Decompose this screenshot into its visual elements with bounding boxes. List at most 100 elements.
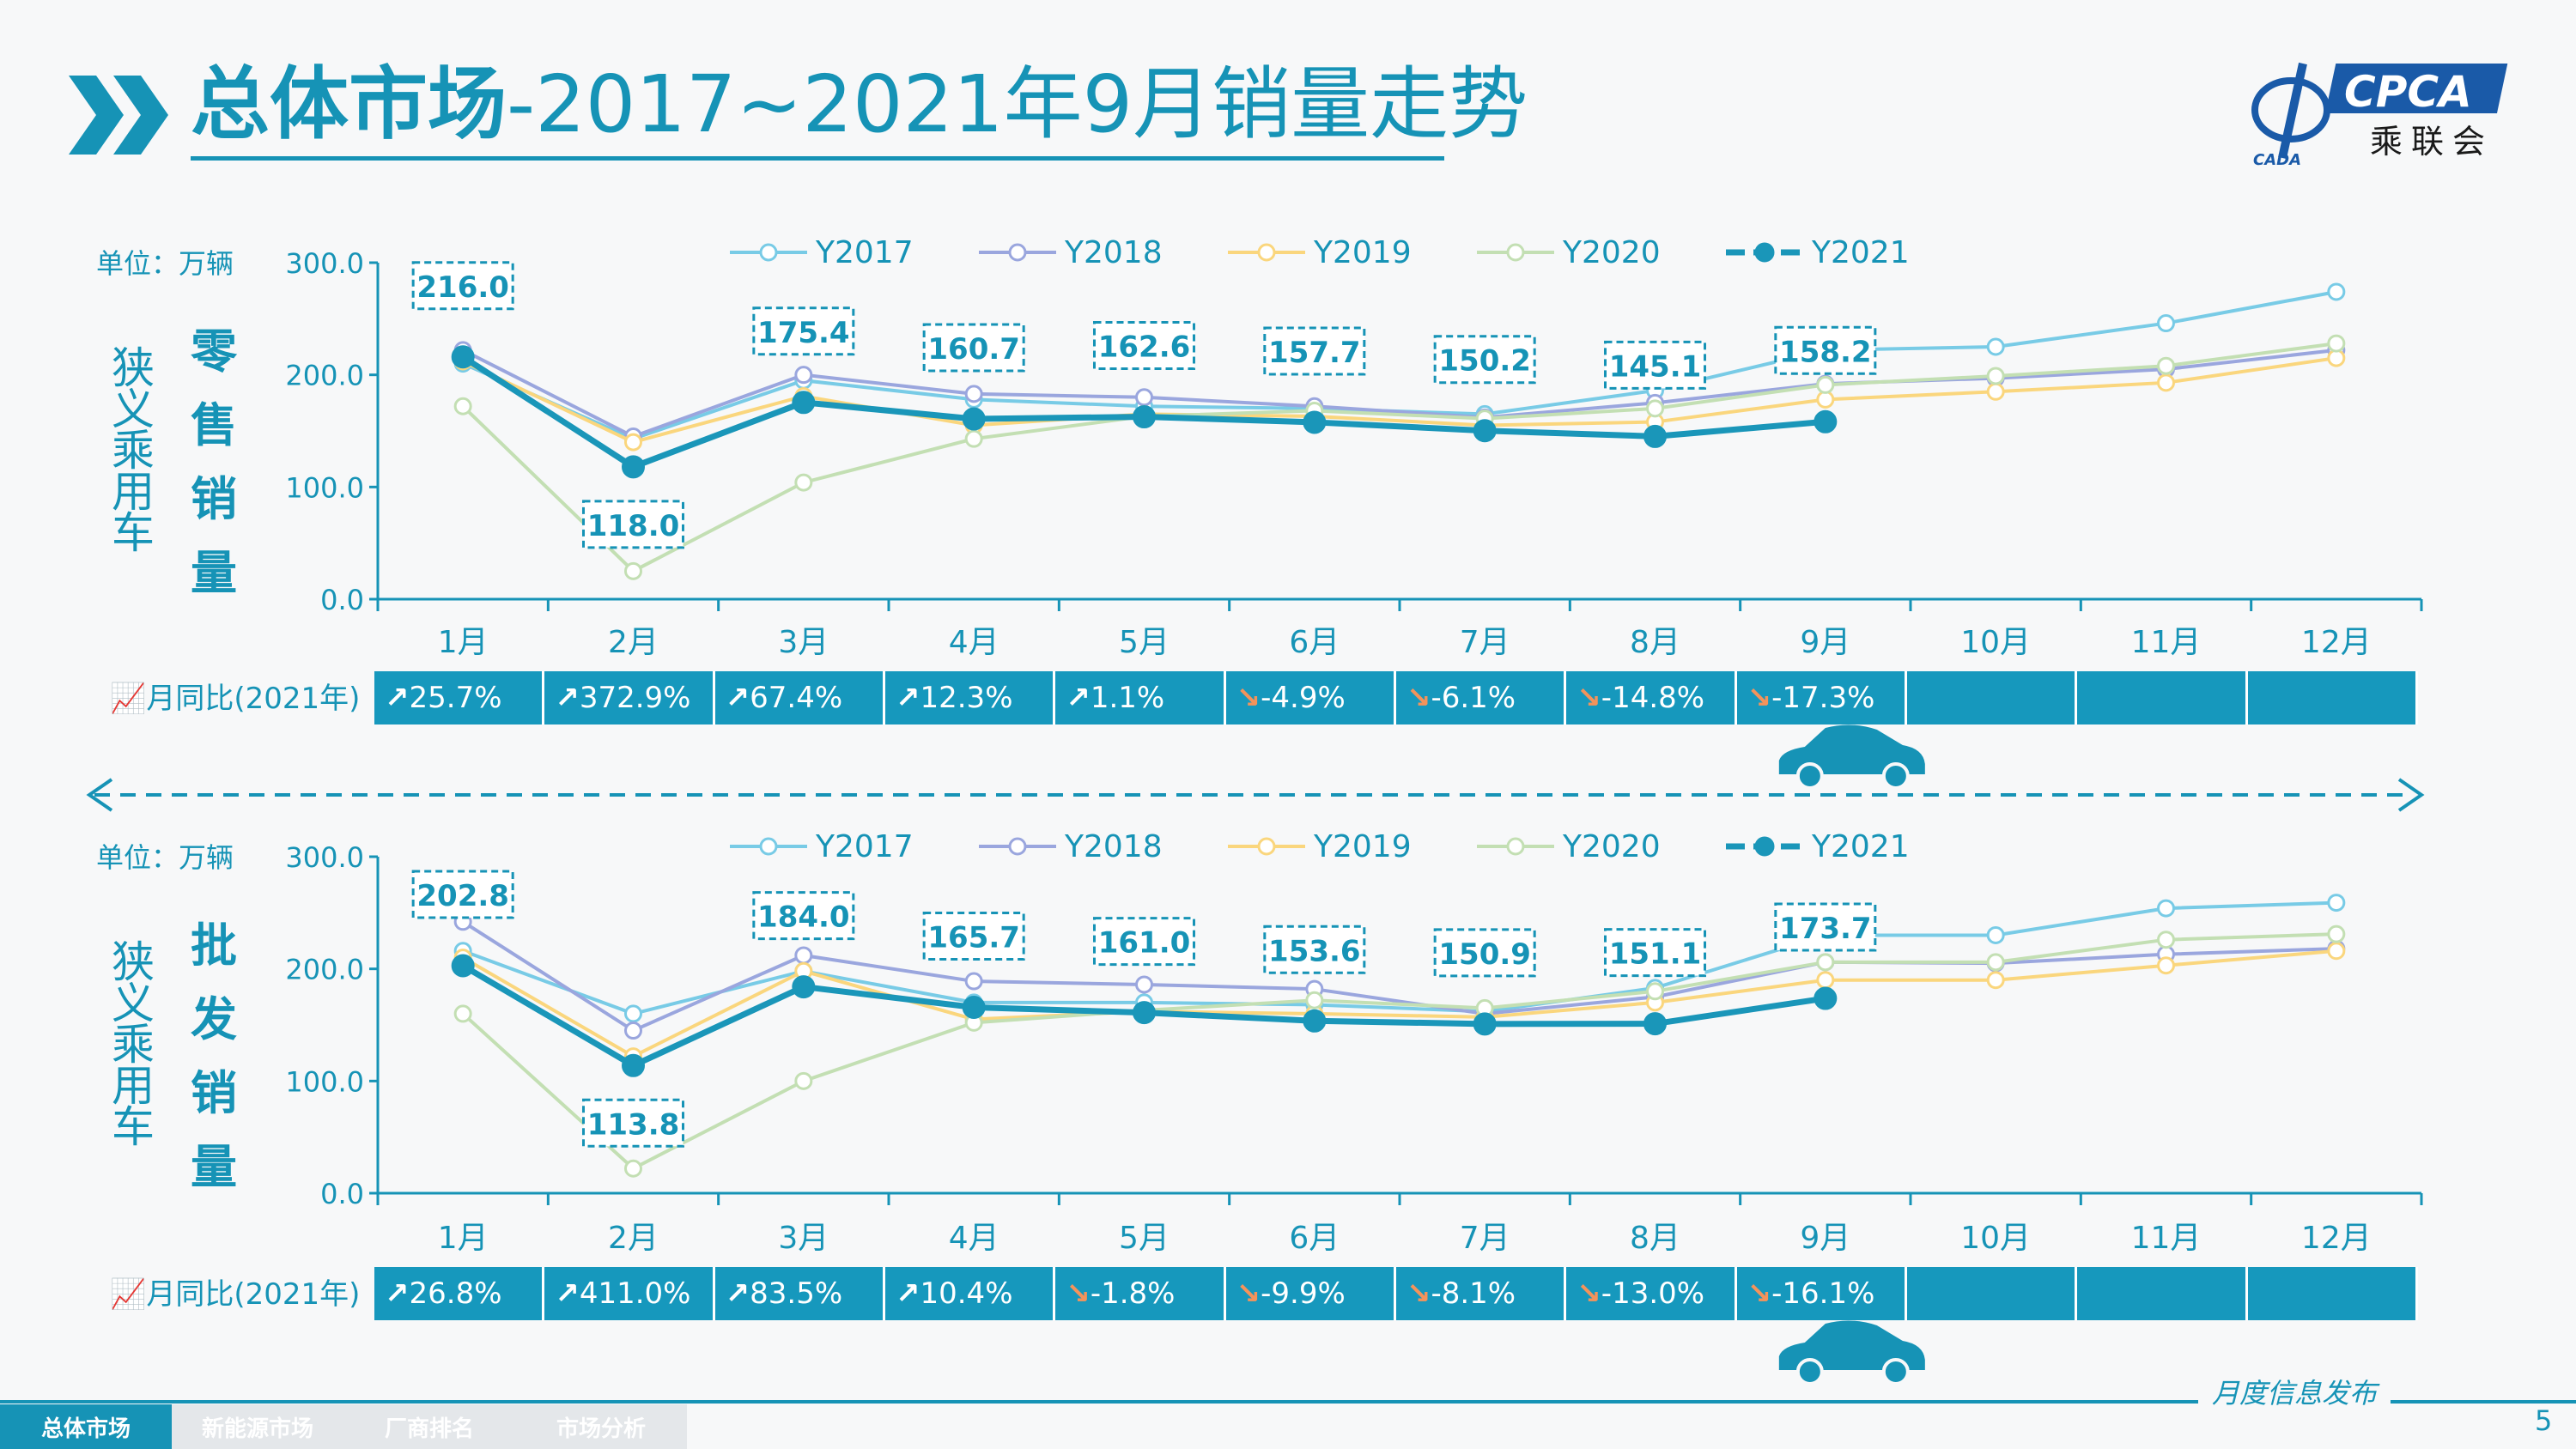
yoy-cell <box>1906 1267 2078 1320</box>
trend-up-icon: ↗ <box>555 1276 580 1311</box>
x-tick-label: 10月 <box>1960 1221 2031 1256</box>
point-y2021 <box>792 391 816 415</box>
legend-entry: Y2018 <box>1064 829 1163 864</box>
side-label-char: 义 <box>112 979 155 1028</box>
nav-tab-overall[interactable]: 总体市场 <box>0 1404 172 1449</box>
point-y2017 <box>1986 925 2005 944</box>
yoy-cell: ↘ -4.9% <box>1225 671 1396 724</box>
point-y2021 <box>1643 424 1667 448</box>
chart-title-char: 销 <box>191 1066 237 1120</box>
legend-entry: Y2018 <box>1064 235 1163 270</box>
trend-up-icon: ↗ <box>385 681 410 715</box>
legend-marker <box>759 837 778 856</box>
x-tick-label: 11月 <box>2131 1221 2202 1256</box>
point-y2021 <box>1473 1012 1497 1036</box>
point-y2020 <box>453 1004 472 1023</box>
point-y2020 <box>2327 925 2346 943</box>
data-label-box <box>411 870 514 919</box>
legend-marker <box>1506 837 1525 856</box>
y-tick-label: 300.0 <box>285 841 364 874</box>
data-label: 175.4 <box>757 316 850 350</box>
legend-marker <box>759 243 778 262</box>
side-label-char: 乘 <box>112 1020 155 1070</box>
data-label: 145.1 <box>1609 349 1702 384</box>
yoy-cell: ↘ -14.8% <box>1566 671 1737 724</box>
cpca-logo: CPCA 乘联会 CADA <box>2251 62 2508 168</box>
side-label-char: 用 <box>112 1061 155 1111</box>
point-y2020 <box>1986 953 2005 972</box>
x-tick-label: 3月 <box>778 1221 829 1256</box>
data-label: 162.6 <box>1098 330 1191 365</box>
yoy-value: -6.1% <box>1431 681 1516 715</box>
point-y2021 <box>1133 1001 1156 1025</box>
data-label-box <box>1263 326 1366 376</box>
legend-marker <box>1257 837 1276 856</box>
point-y2020 <box>794 473 813 492</box>
x-tick-label: 7月 <box>1460 625 1510 660</box>
side-label-char: 车 <box>112 508 155 558</box>
legend-entry: Y2021 <box>1811 829 1910 864</box>
series-line-y2017 <box>462 290 2337 441</box>
trend-down-icon: ↘ <box>1066 1276 1091 1311</box>
yoy-cell <box>1906 671 2078 724</box>
point-y2020 <box>1816 375 1835 394</box>
yoy-cell: ↗ 372.9% <box>544 671 715 724</box>
point-y2021 <box>1303 410 1327 434</box>
point-y2018 <box>794 366 813 385</box>
trend-down-icon: ↘ <box>1236 681 1261 715</box>
data-label: 184.0 <box>757 900 850 935</box>
series-line-y2019 <box>462 949 2337 1058</box>
data-label: 158.2 <box>1779 335 1872 369</box>
data-label-box <box>1433 928 1536 978</box>
x-tick-label: 10月 <box>1960 625 2031 660</box>
title-underline <box>191 156 1444 161</box>
chart-title-char: 量 <box>191 1140 237 1194</box>
yoy-cell: ↗ 10.4% <box>884 1267 1056 1320</box>
yoy-cell: ↗ 67.4% <box>714 671 885 724</box>
logo-brand: CPCA <box>2344 67 2472 117</box>
legend-marker <box>1008 243 1027 262</box>
data-label: 150.9 <box>1438 937 1531 972</box>
side-label-char: 狭 <box>112 343 155 393</box>
divider-right-arrow <box>2397 778 2425 812</box>
data-label: 113.8 <box>587 1107 680 1142</box>
yoy-cell: ↘ -8.1% <box>1395 1267 1567 1320</box>
car-wheel <box>1881 1358 1910 1385</box>
yoy-cell: ↘ -16.1% <box>1736 1267 1907 1320</box>
chart-title-char: 售 <box>191 398 237 452</box>
y-tick-label: 300.0 <box>285 247 364 280</box>
point-y2017 <box>2327 894 2346 912</box>
yoy-row-wholesale: ↗ 26.8% ↗ 411.0% ↗ 83.5% ↗ 10.4% ↘ -1.8% ↘ -9… <box>374 1267 2418 1320</box>
series-line-y2020 <box>461 342 2337 573</box>
point-y2020 <box>1816 953 1835 972</box>
y-tick-label: 0.0 <box>320 1178 364 1210</box>
legend-marker <box>1008 837 1027 856</box>
point-y2020 <box>2327 334 2346 353</box>
data-label: 157.7 <box>1268 336 1361 370</box>
x-tick-label: 1月 <box>438 625 489 660</box>
nav-tab-ranking[interactable]: 厂商排名 <box>343 1404 515 1449</box>
point-y2018 <box>794 946 813 965</box>
yoy-cell: ↗ 83.5% <box>714 1267 885 1320</box>
point-y2017 <box>2157 899 2175 918</box>
chart-title-char: 销 <box>191 472 237 526</box>
yoy-value: 67.4% <box>750 681 843 715</box>
data-label-box <box>752 891 855 941</box>
data-label: 150.2 <box>1438 344 1531 379</box>
legend-entry: Y2019 <box>1313 829 1412 864</box>
trend-down-icon: ↘ <box>1406 681 1431 715</box>
x-tick-label: 3月 <box>778 625 829 660</box>
legend-entry: Y2020 <box>1562 829 1661 864</box>
x-tick-label: 12月 <box>2301 625 2372 660</box>
nav-tab-nev[interactable]: 新能源市场 <box>172 1404 343 1449</box>
point-y2019 <box>1986 971 2005 990</box>
data-label: 202.8 <box>416 879 509 913</box>
data-label-box <box>1604 928 1706 978</box>
trend-down-icon: ↘ <box>1747 681 1772 715</box>
point-y2019 <box>2327 942 2346 961</box>
series-line-y2018 <box>462 348 2337 439</box>
nav-tab-analysis[interactable]: 市场分析 <box>515 1404 687 1449</box>
trend-up-icon: ↗ <box>555 681 580 715</box>
point-y2021 <box>622 455 645 479</box>
